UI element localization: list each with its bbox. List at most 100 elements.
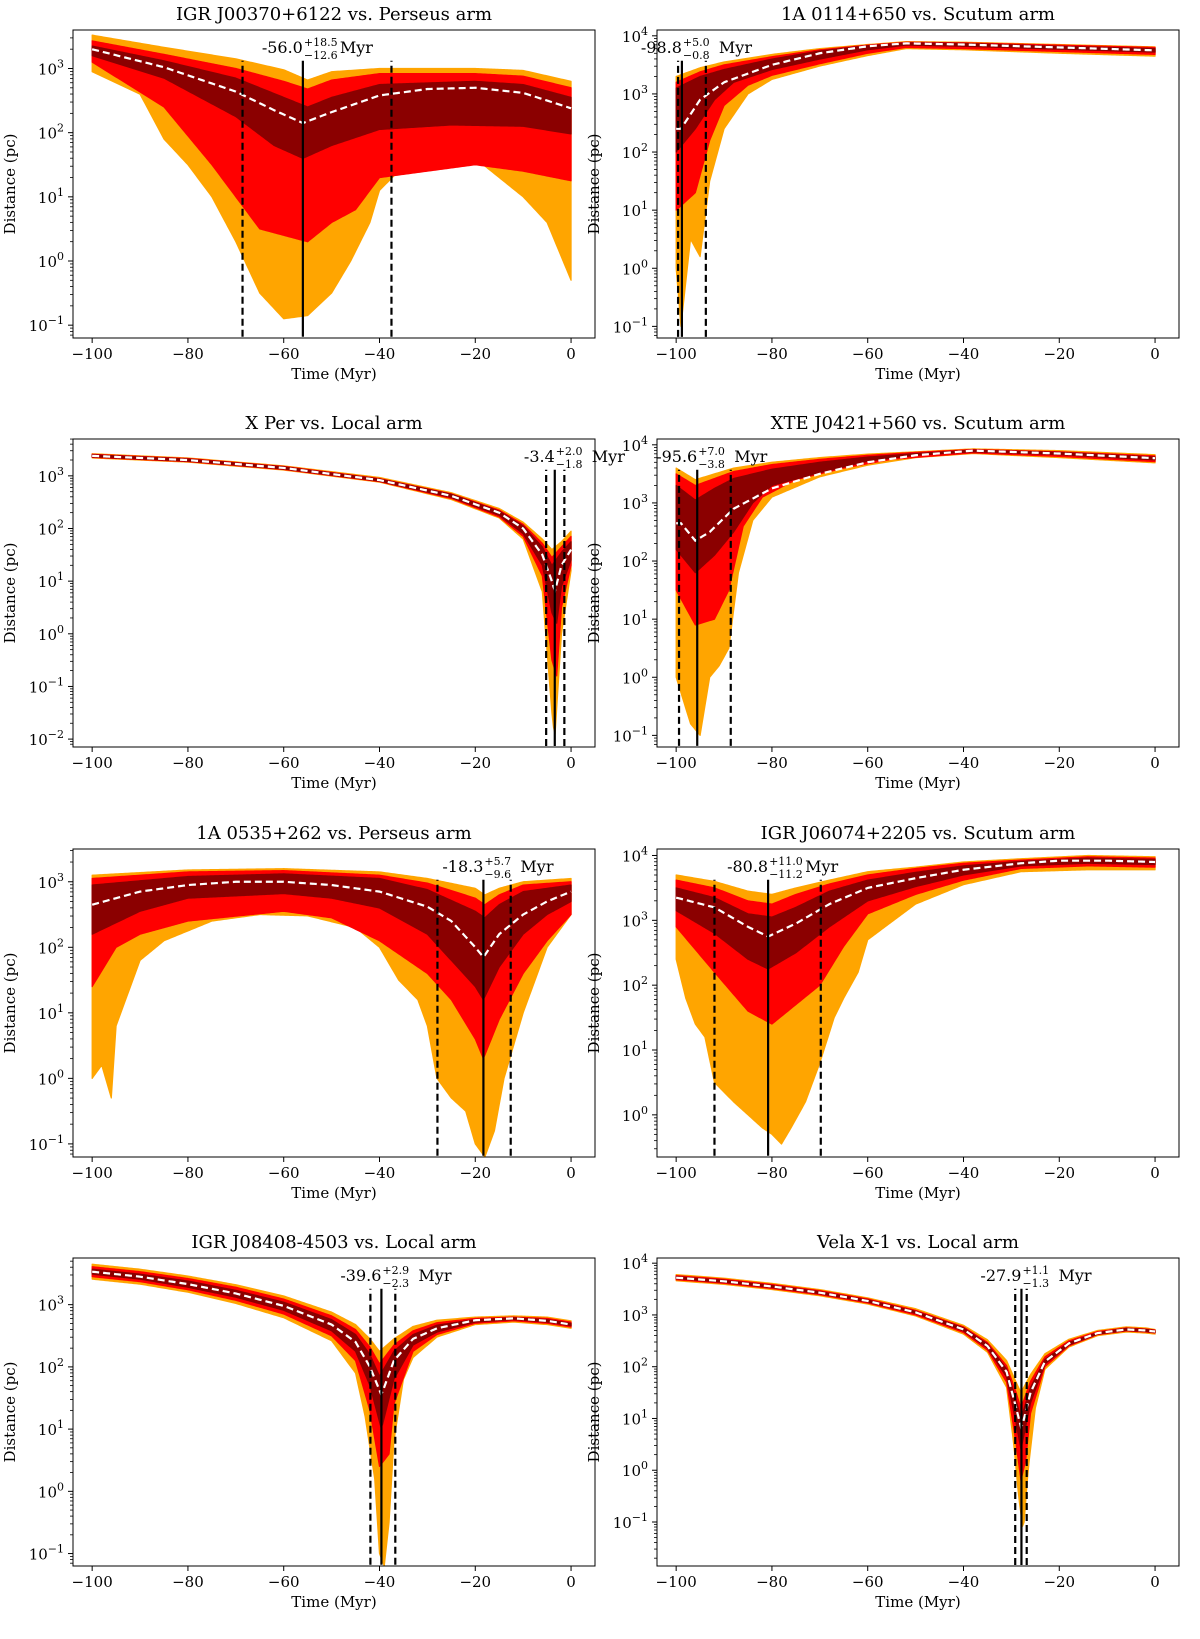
encounter-plus-error: +18.5 bbox=[304, 36, 338, 49]
x-tick-label: −20 bbox=[1043, 1164, 1075, 1182]
y-tick-label: 103 bbox=[622, 909, 648, 930]
y-axis-label: Distance (pc) bbox=[585, 1362, 603, 1463]
encounter-plus-error: +2.0 bbox=[556, 445, 583, 458]
x-tick-label: −100 bbox=[656, 1164, 697, 1182]
x-tick-label: −100 bbox=[72, 754, 113, 772]
plot-area bbox=[675, 854, 1156, 1145]
encounter-unit: Myr bbox=[805, 857, 838, 876]
axes-frame bbox=[656, 29, 1180, 339]
y-axis-label: Distance (pc) bbox=[1, 1362, 19, 1463]
y-tick-label: 10−2 bbox=[29, 728, 64, 749]
encounter-minus-error: −1.8 bbox=[556, 458, 583, 471]
x-tick-label: −20 bbox=[1043, 345, 1075, 363]
band-68-percent bbox=[675, 1276, 1156, 1451]
encounter-minus-error: −9.6 bbox=[484, 868, 511, 881]
y-tick-label: 103 bbox=[622, 83, 648, 104]
y-tick-label: 101 bbox=[38, 186, 64, 207]
y-tick-label: 103 bbox=[622, 1304, 648, 1325]
x-tick-label: −40 bbox=[364, 1164, 396, 1182]
encounter-minus-error: −12.6 bbox=[304, 49, 338, 62]
chart-title: IGR J00370+6122 vs. Perseus arm bbox=[176, 4, 492, 25]
y-tick-label: 102 bbox=[622, 141, 648, 162]
x-tick-label: 0 bbox=[566, 345, 576, 363]
x-tick-label: −100 bbox=[656, 345, 697, 363]
encounter-unit: Myr bbox=[520, 857, 553, 876]
band-95-percent bbox=[91, 453, 572, 677]
encounter-minus-error: −3.8 bbox=[698, 458, 725, 471]
band-68-percent bbox=[91, 873, 572, 1001]
y-tick-label: 103 bbox=[38, 871, 64, 892]
chart-title: X Per vs. Local arm bbox=[245, 413, 422, 434]
x-axis-label: Time (Myr) bbox=[291, 1593, 376, 1611]
y-tick-label: 103 bbox=[38, 1294, 64, 1315]
y-tick-label: 104 bbox=[622, 434, 648, 455]
encounter-unit: Myr bbox=[340, 38, 373, 57]
x-axis-label: Time (Myr) bbox=[291, 1184, 376, 1202]
x-tick-label: −60 bbox=[852, 1573, 884, 1591]
y-tick-label: 100 bbox=[38, 623, 64, 644]
axes-frame bbox=[72, 1257, 596, 1567]
y-axis-label: Distance (pc) bbox=[1, 543, 19, 644]
x-tick-label: −40 bbox=[948, 1164, 980, 1182]
x-tick-label: −60 bbox=[852, 345, 884, 363]
plot-area bbox=[675, 448, 1156, 736]
y-tick-label: 103 bbox=[622, 492, 648, 513]
x-tick-label: −20 bbox=[1043, 1573, 1075, 1591]
axes-frame bbox=[72, 438, 596, 748]
y-tick-label: 101 bbox=[622, 1039, 648, 1060]
median-line bbox=[676, 42, 1156, 130]
y-tick-label: 102 bbox=[38, 518, 64, 539]
x-tick-label: −40 bbox=[948, 1573, 980, 1591]
x-tick-label: −60 bbox=[268, 754, 300, 772]
encounter-value: -56.0 bbox=[262, 38, 303, 57]
y-tick-label: 100 bbox=[622, 1104, 648, 1125]
band-99-percent bbox=[91, 1263, 572, 1566]
x-tick-label: 0 bbox=[566, 754, 576, 772]
chart-panel-8: −100 −80 −60 −40 −20 0 10−1 100 101 102 103 104 Vela… bbox=[585, 1232, 1180, 1611]
x-tick-label: −60 bbox=[268, 345, 300, 363]
y-tick-label: 102 bbox=[38, 122, 64, 143]
band-95-percent bbox=[675, 41, 1156, 211]
x-tick-label: −100 bbox=[72, 1164, 113, 1182]
band-68-percent bbox=[675, 449, 1156, 574]
encounter-minus-error: −0.8 bbox=[683, 49, 710, 62]
y-axis-label: Distance (pc) bbox=[585, 543, 603, 644]
x-tick-label: −40 bbox=[948, 754, 980, 772]
x-tick-label: −20 bbox=[459, 345, 491, 363]
x-tick-label: −100 bbox=[656, 754, 697, 772]
x-tick-label: −80 bbox=[172, 345, 204, 363]
y-tick-label: 100 bbox=[38, 250, 64, 271]
median-line bbox=[92, 454, 573, 594]
encounter-unit: Myr bbox=[719, 38, 752, 57]
encounter-annotation: -80.8 +11.0−11.2 Myr bbox=[727, 855, 838, 881]
band-68-percent bbox=[675, 42, 1156, 153]
encounter-value: -98.8 bbox=[641, 38, 682, 57]
y-tick-label: 100 bbox=[622, 257, 648, 278]
axes-frame bbox=[656, 848, 1180, 1158]
y-tick-label: 104 bbox=[622, 25, 648, 46]
chart-title: IGR J06074+2205 vs. Scutum arm bbox=[761, 823, 1076, 844]
encounter-value: -80.8 bbox=[727, 857, 768, 876]
encounter-minus-error: −2.3 bbox=[382, 1277, 409, 1290]
encounter-annotation: -27.9 +1.1−1.3 Myr bbox=[980, 1264, 1091, 1290]
band-95-percent bbox=[675, 856, 1156, 1025]
median-line bbox=[91, 880, 572, 959]
x-tick-label: −80 bbox=[756, 345, 788, 363]
y-tick-label: 10−1 bbox=[29, 675, 64, 696]
encounter-value: -18.3 bbox=[442, 857, 483, 876]
y-tick-label: 101 bbox=[38, 1002, 64, 1023]
chart-panel-4: −100 −80 −60 −40 −20 0 10−1 100 101 102 103 104 XTE … bbox=[585, 413, 1180, 792]
plot-area bbox=[91, 1263, 572, 1566]
x-tick-label: −60 bbox=[852, 1164, 884, 1182]
median-line bbox=[676, 449, 1156, 543]
median-line bbox=[91, 48, 572, 125]
y-tick-label: 101 bbox=[38, 570, 64, 591]
encounter-value: -3.4 bbox=[524, 447, 555, 466]
x-tick-label: −80 bbox=[756, 754, 788, 772]
band-68-percent bbox=[675, 857, 1156, 970]
encounter-plus-error: +7.0 bbox=[698, 445, 725, 458]
x-tick-label: −60 bbox=[852, 754, 884, 772]
chart-panel-6: −100 −80 −60 −40 −20 0 100 101 102 103 104 IGR J060… bbox=[585, 823, 1180, 1202]
axes-frame bbox=[72, 29, 596, 339]
encounter-unit: Myr bbox=[1058, 1266, 1091, 1285]
